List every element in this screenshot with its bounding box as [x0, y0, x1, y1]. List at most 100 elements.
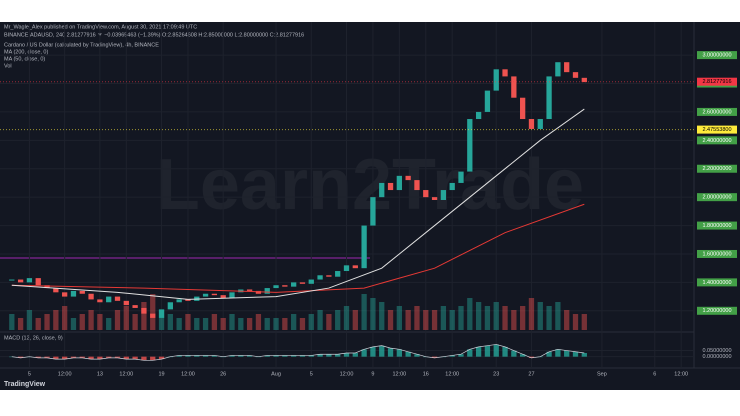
candle	[132, 305, 138, 308]
candle	[572, 72, 579, 78]
y-tick-label: 2.00000000	[702, 195, 731, 201]
candle	[564, 62, 570, 73]
macd-bar	[158, 356, 165, 360]
volume-bar	[370, 298, 376, 330]
legend-ma200: MA (200, close, 0)	[4, 49, 48, 55]
volume-bar	[520, 306, 526, 330]
y-tick-box	[697, 51, 737, 60]
macd-bar	[467, 349, 473, 357]
macd-bar	[211, 355, 218, 357]
volume-bar	[511, 310, 517, 330]
volume-bar	[299, 318, 306, 330]
volume-bar	[423, 310, 429, 330]
candle	[202, 293, 209, 297]
candle	[17, 279, 24, 283]
volume-bar	[176, 318, 182, 330]
volume-bar	[123, 306, 129, 330]
volume-bar	[361, 294, 367, 330]
macd-bar	[379, 345, 385, 357]
x-tick-label: 12:00	[674, 371, 688, 377]
candle	[326, 275, 332, 277]
macd-bar	[335, 354, 341, 357]
x-tick-label: 13	[97, 371, 103, 377]
x-tick-label: 27	[528, 371, 534, 377]
x-tick-label: 5	[310, 371, 313, 377]
volume-bar	[167, 314, 173, 330]
volume-bar	[440, 306, 447, 330]
macd-bar	[123, 356, 129, 360]
macd-bar	[511, 350, 517, 357]
volume-bar	[493, 302, 499, 330]
macd-bar	[431, 356, 438, 358]
candle	[246, 289, 253, 291]
volume-bar	[273, 318, 279, 330]
candle	[53, 288, 59, 293]
volume-bar	[291, 314, 297, 330]
y-tick-box	[697, 136, 737, 145]
volume-bar	[502, 306, 508, 330]
macd-bar	[35, 356, 41, 358]
candle	[211, 293, 218, 296]
candle	[458, 171, 464, 183]
volume-bar	[150, 294, 156, 330]
volume-bar	[572, 314, 579, 330]
macd-bar	[282, 355, 288, 357]
macd-bar	[53, 356, 59, 360]
volume-bar	[141, 302, 147, 330]
candle	[352, 265, 358, 269]
macd-bar	[502, 346, 508, 357]
y-tick-label: 3.00000000	[702, 53, 731, 59]
volume-bar	[114, 310, 121, 330]
y-tick-label: 2.40000000	[702, 138, 731, 144]
legend-vol: Vol	[4, 63, 12, 69]
quote: BINANCE:ADAUSD, 240 2.81277916 ▼ −0.0396…	[4, 32, 304, 38]
volume-bar	[555, 302, 561, 330]
volume-bar	[97, 314, 103, 330]
macd-bar	[185, 355, 191, 357]
macd-bar	[62, 356, 68, 360]
candle	[440, 190, 447, 200]
candle	[537, 119, 543, 129]
x-tick-label: 12:00	[445, 371, 459, 377]
macd-bar	[484, 345, 491, 357]
candle	[484, 90, 491, 112]
y-tick-box	[697, 306, 737, 315]
macd-bar	[291, 355, 297, 357]
macd-line	[11, 344, 585, 361]
macd-bar	[370, 346, 376, 357]
candle	[546, 76, 552, 120]
candle	[431, 197, 438, 200]
volume-bar	[387, 310, 394, 330]
volume-bar	[308, 314, 314, 330]
candle	[70, 290, 77, 297]
volume-bar	[62, 306, 68, 330]
candle	[176, 299, 182, 303]
volume-bar	[484, 306, 491, 330]
volume-bar	[70, 318, 77, 330]
x-tick-label: 5	[28, 371, 31, 377]
volume-bar	[238, 318, 244, 330]
candle	[475, 111, 482, 120]
candle	[423, 190, 429, 198]
macd-bar	[326, 354, 332, 357]
volume-bar	[317, 310, 323, 330]
publisher: Mr_Wagle_Alex published on TradingView.c…	[4, 24, 197, 30]
candle	[62, 292, 68, 297]
candle	[467, 119, 473, 172]
ma200-line	[11, 203, 585, 293]
macd-bar	[317, 354, 323, 357]
macd-bar	[229, 355, 235, 357]
macd-bar	[44, 356, 50, 358]
volume-bar	[405, 310, 411, 330]
x-tick-label: 12:00	[181, 371, 195, 377]
macd-bar	[202, 355, 209, 357]
x-tick-label: 12:00	[58, 371, 72, 377]
candle	[9, 279, 15, 281]
macd-bar	[308, 355, 314, 357]
candle	[387, 182, 394, 191]
macd-bar	[97, 356, 103, 360]
candle	[167, 302, 173, 310]
candle	[581, 77, 587, 83]
x-tick-label: 19	[158, 371, 164, 377]
macd-bar	[273, 355, 279, 357]
